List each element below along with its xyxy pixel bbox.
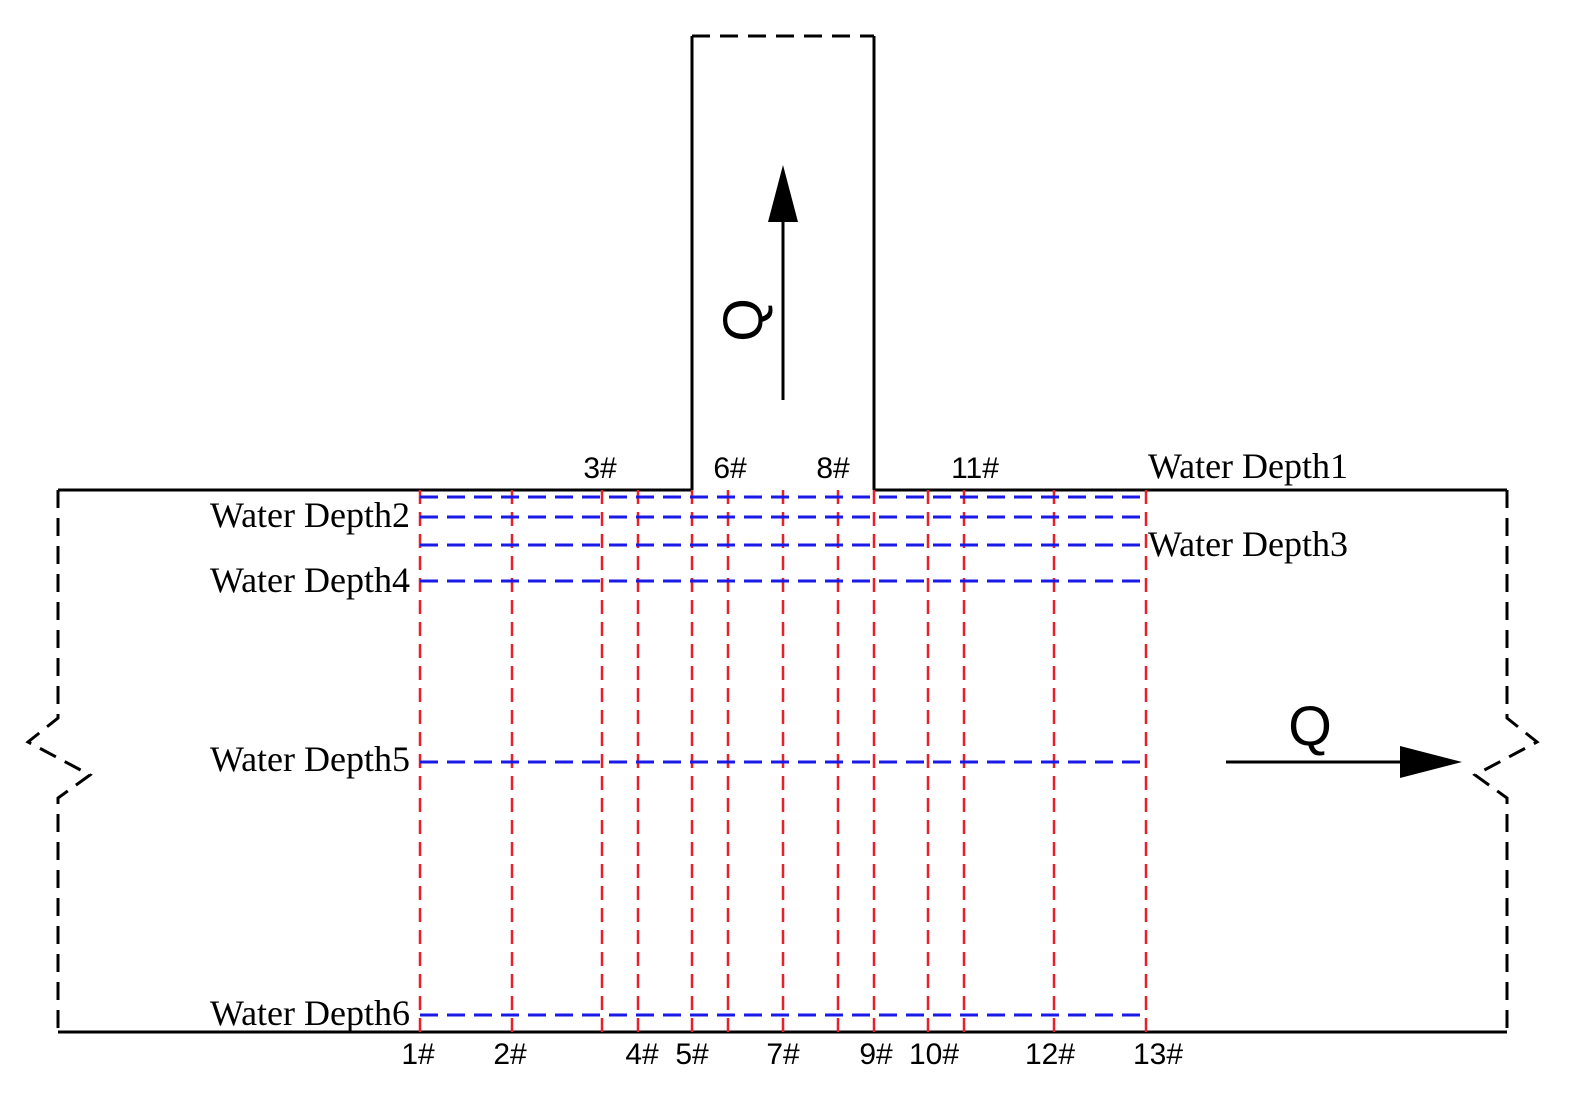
water-depth-label: Water Depth5: [210, 739, 410, 779]
section-label: 2#: [493, 1038, 527, 1071]
water-depth-label: Water Depth4: [210, 560, 410, 600]
section-label: 4#: [625, 1038, 659, 1071]
section-label: 12#: [1025, 1038, 1075, 1071]
section-label: 5#: [675, 1038, 709, 1071]
main-flow-label: Q: [1288, 694, 1332, 757]
section-label: 7#: [766, 1038, 800, 1071]
section-label: 3#: [583, 452, 617, 485]
section-label: 8#: [816, 452, 850, 485]
water-depth-label: Water Depth1: [1148, 446, 1348, 486]
measurement-grid: [418, 490, 1148, 1032]
water-depth-label: Water Depth6: [210, 993, 410, 1033]
water-depth-label: Water Depth3: [1148, 524, 1348, 564]
section-label: 1#: [401, 1038, 435, 1071]
section-label: 9#: [859, 1038, 893, 1071]
section-label: 6#: [713, 452, 747, 485]
section-label: 10#: [909, 1038, 959, 1071]
branch-flow-label: Q: [711, 298, 774, 342]
section-label: 13#: [1133, 1038, 1183, 1071]
section-label: 11#: [951, 452, 999, 485]
water-depth-label: Water Depth2: [210, 495, 410, 535]
labels: 1# 2# 3# 4# 5# 6# 7# 8# 9# 10# 11# 12# 13# Water Dept…: [210, 298, 1348, 1071]
